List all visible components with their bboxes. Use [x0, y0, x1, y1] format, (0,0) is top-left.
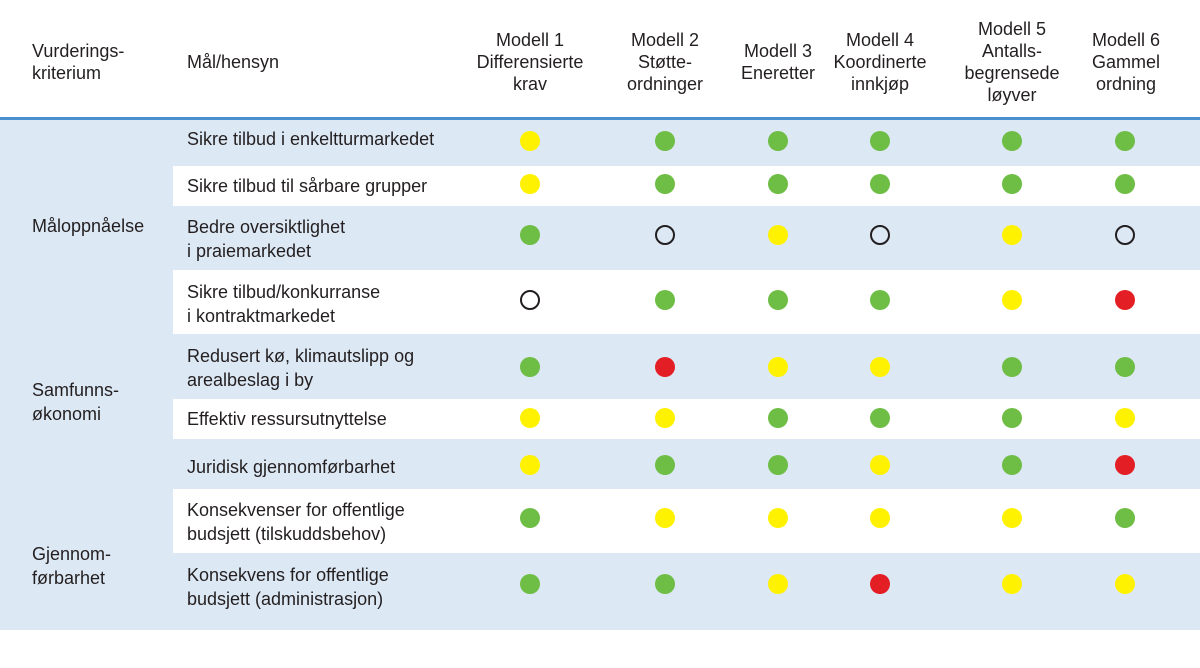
rating-dot-green [768, 408, 788, 428]
header-divider [0, 117, 1200, 120]
header-criterion: Vurderings- kriterium [32, 41, 125, 83]
rating-dot-green [655, 131, 675, 151]
rating-dot-red [655, 357, 675, 377]
rating-dot-green [655, 174, 675, 194]
row-label: Sikre tilbud i enkeltturmarkedet [187, 129, 435, 149]
rating-dot-yellow [768, 574, 788, 594]
rating-dot-yellow [768, 508, 788, 528]
row-label: Bedre oversiktlighet i praiemarkedet [187, 217, 346, 261]
rating-dot-green [768, 131, 788, 151]
header-model-5: Modell 5 Antalls- begrensede løyver [964, 19, 1060, 105]
rating-dot-green [768, 174, 788, 194]
row-band [0, 334, 1200, 399]
rating-dot-green [1002, 408, 1022, 428]
rating-dot-green [1002, 174, 1022, 194]
rating-dot-yellow [1002, 508, 1022, 528]
rating-dot-green [1115, 174, 1135, 194]
rating-dot-empty [1115, 225, 1135, 245]
row-label: Konsekvens for offentlige budsjett (admi… [187, 565, 389, 609]
row-band [0, 489, 1200, 553]
rating-dot-red [1115, 290, 1135, 310]
row-label: Redusert kø, klimautslipp og arealbeslag… [187, 346, 415, 390]
rating-dot-green [655, 290, 675, 310]
criterion-label: Måloppnåelse [32, 216, 145, 236]
rating-dot-green [1115, 131, 1135, 151]
rating-dot-green [870, 174, 890, 194]
header-model-2: Modell 2 Støtte- ordninger [626, 30, 704, 94]
row-band [0, 439, 1200, 489]
rating-dot-yellow [1115, 574, 1135, 594]
row-label: Sikre tilbud til sårbare grupper [187, 176, 428, 196]
row-band [0, 206, 1200, 270]
row-label: Effektiv ressursutnyttelse [187, 409, 387, 429]
rating-dot-green [655, 455, 675, 475]
rating-dot-green [520, 508, 540, 528]
rating-dot-yellow [520, 455, 540, 475]
row-band [0, 553, 1200, 630]
rating-dot-green [520, 574, 540, 594]
row-label: Konsekvenser for offentlige budsjett (ti… [187, 500, 405, 544]
header-model-1: Modell 1 Differensierte krav [476, 30, 584, 94]
rating-dot-green [768, 290, 788, 310]
rating-dot-green [1002, 131, 1022, 151]
rating-dot-green [768, 455, 788, 475]
criterion-label: Gjennom- førbarhet [32, 544, 112, 588]
row-band [0, 166, 1200, 206]
rating-dot-yellow [655, 508, 675, 528]
rating-dot-red [1115, 455, 1135, 475]
rating-dot-green [1115, 357, 1135, 377]
rating-dot-green [520, 225, 540, 245]
rating-dot-green [1002, 357, 1022, 377]
rating-dot-yellow [1002, 290, 1022, 310]
header-model-3: Modell 3 Eneretter [740, 41, 816, 83]
rating-dot-red [870, 574, 890, 594]
rating-dot-yellow [520, 174, 540, 194]
rating-dot-empty [655, 225, 675, 245]
rating-dot-yellow [870, 357, 890, 377]
rating-dot-yellow [1002, 225, 1022, 245]
rating-dot-yellow [768, 357, 788, 377]
rating-dot-yellow [870, 508, 890, 528]
row-label: Juridisk gjennomførbarhet [187, 457, 396, 477]
rating-dot-yellow [520, 131, 540, 151]
rating-dot-green [520, 357, 540, 377]
criterion-column [0, 120, 173, 630]
header-model-4: Modell 4 Koordinerte innkjøp [833, 30, 927, 94]
rating-dot-yellow [768, 225, 788, 245]
rating-dot-yellow [1002, 574, 1022, 594]
rating-dot-yellow [1115, 408, 1135, 428]
rating-dot-empty [520, 290, 540, 310]
rating-dot-yellow [520, 408, 540, 428]
rating-dot-empty [870, 225, 890, 245]
criterion-label: Samfunns- økonomi [32, 380, 120, 424]
rating-dot-green [870, 131, 890, 151]
row-band [0, 270, 1200, 334]
header-goal: Mål/hensyn [187, 52, 280, 72]
rating-dot-yellow [870, 455, 890, 475]
rating-dot-green [1115, 508, 1135, 528]
header-model-6: Modell 6 Gammel ordning [1091, 30, 1161, 94]
row-label: Sikre tilbud/konkurranse i kontraktmarke… [187, 282, 381, 326]
rating-dot-green [870, 290, 890, 310]
row-band [0, 120, 1200, 166]
rating-dot-yellow [655, 408, 675, 428]
rating-dot-green [1002, 455, 1022, 475]
rating-dot-green [870, 408, 890, 428]
row-band [0, 399, 1200, 439]
rating-dot-green [655, 574, 675, 594]
